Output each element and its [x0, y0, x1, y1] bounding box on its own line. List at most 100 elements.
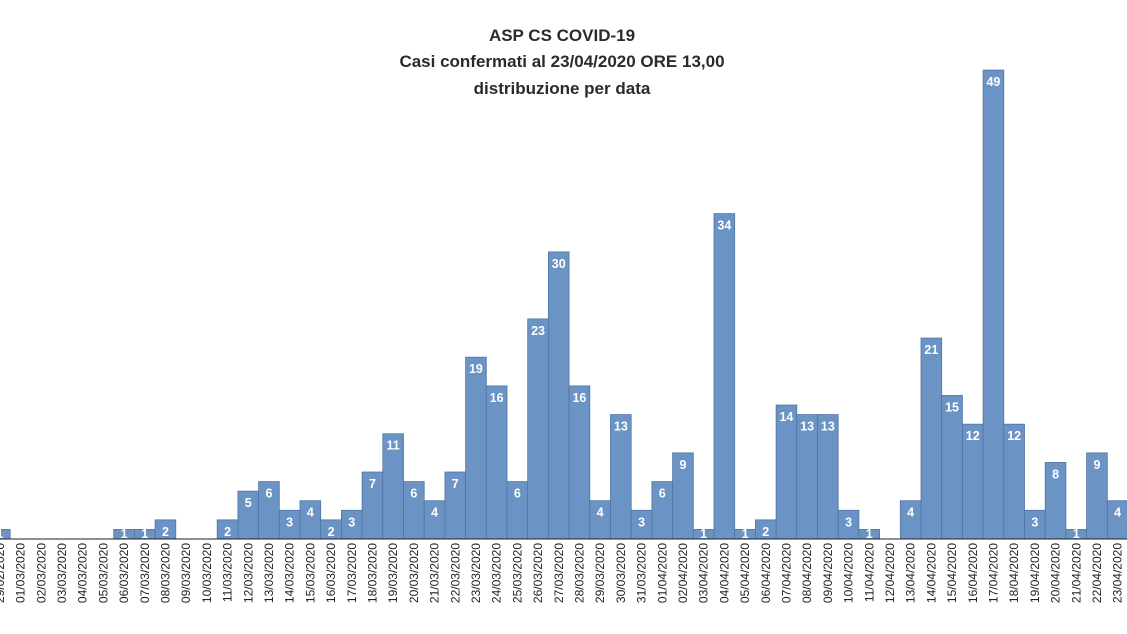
x-tick-label-11/04/2020: 11/04/2020 — [862, 543, 876, 602]
bar-24/03/2020 — [485, 385, 508, 540]
data-label-05/04/2020: 1 — [742, 527, 749, 541]
data-label-03/04/2020: 1 — [700, 527, 707, 541]
x-tick-label-01/03/2020: 01/03/2020 — [14, 543, 28, 603]
bar-17/04/2020 — [982, 69, 1005, 540]
data-label-01/04/2020: 6 — [659, 487, 666, 501]
x-tick-label-13/04/2020: 13/04/2020 — [904, 543, 918, 603]
bar-04/04/2020 — [713, 213, 736, 540]
x-tick-label-30/03/2020: 30/03/2020 — [614, 543, 628, 603]
data-label-29/02/2020: 1 — [0, 527, 3, 541]
data-label-27/03/2020: 30 — [552, 257, 566, 271]
x-tick-label-14/03/2020: 14/03/2020 — [283, 543, 297, 603]
x-tick-label-05/04/2020: 05/04/2020 — [738, 543, 752, 603]
x-tick-label-14/04/2020: 14/04/2020 — [924, 543, 938, 603]
x-tick-label-15/04/2020: 15/04/2020 — [945, 543, 959, 603]
data-label-18/03/2020: 7 — [369, 477, 376, 491]
data-label-24/03/2020: 16 — [490, 391, 504, 405]
data-label-22/03/2020: 7 — [452, 477, 459, 491]
x-tick-label-22/03/2020: 22/03/2020 — [448, 543, 462, 603]
data-label-11/03/2020: 2 — [224, 525, 231, 539]
x-tick-label-08/03/2020: 08/03/2020 — [158, 543, 172, 603]
x-tick-label-24/03/2020: 24/03/2020 — [490, 543, 504, 603]
data-label-08/03/2020: 2 — [162, 525, 169, 539]
x-tick-label-12/03/2020: 12/03/2020 — [241, 543, 255, 603]
data-label-20/04/2020: 8 — [1052, 467, 1059, 481]
data-label-23/03/2020: 19 — [469, 362, 483, 376]
data-label-06/03/2020: 1 — [121, 527, 128, 541]
data-label-31/03/2020: 3 — [638, 515, 645, 529]
x-tick-label-17/04/2020: 17/04/2020 — [986, 543, 1000, 603]
x-tick-label-29/03/2020: 29/03/2020 — [593, 543, 607, 603]
data-label-02/04/2020: 9 — [679, 458, 686, 472]
data-label-17/03/2020: 3 — [348, 515, 355, 529]
data-label-19/04/2020: 3 — [1031, 515, 1038, 529]
data-label-10/04/2020: 3 — [845, 515, 852, 529]
x-tick-label-02/03/2020: 02/03/2020 — [34, 543, 48, 603]
data-label-21/04/2020: 1 — [1073, 527, 1080, 541]
bar-15/04/2020 — [941, 395, 963, 540]
data-label-07/04/2020: 14 — [779, 410, 793, 424]
data-label-22/04/2020: 9 — [1093, 458, 1100, 472]
x-tick-labels-group: 29/02/2020 01/03/2020 02/03/2020 03/03/2020… — [0, 543, 1125, 603]
data-label-18/04/2020: 12 — [1007, 429, 1021, 443]
data-label-15/04/2020: 15 — [945, 400, 959, 414]
data-label-08/04/2020: 13 — [800, 420, 814, 434]
x-tick-label-05/03/2020: 05/03/2020 — [96, 543, 110, 603]
data-label-12/03/2020: 5 — [245, 496, 252, 510]
x-tick-label-28/03/2020: 28/03/2020 — [572, 543, 586, 603]
data-label-06/04/2020: 2 — [762, 525, 769, 539]
x-tick-label-03/04/2020: 03/04/2020 — [697, 543, 711, 603]
data-label-15/03/2020: 4 — [307, 506, 314, 520]
data-label-16/03/2020: 2 — [328, 525, 335, 539]
data-label-21/03/2020: 4 — [431, 506, 438, 520]
bars-group — [0, 69, 1127, 540]
chart-title-line-1: ASP CS COVID-19 — [489, 26, 635, 45]
data-label-17/04/2020: 49 — [986, 75, 1000, 89]
x-tick-label-22/04/2020: 22/04/2020 — [1090, 543, 1104, 603]
bar-14/04/2020 — [920, 337, 943, 540]
data-label-16/04/2020: 12 — [966, 429, 980, 443]
data-label-30/03/2020: 13 — [614, 420, 628, 434]
x-tick-label-06/03/2020: 06/03/2020 — [117, 543, 131, 603]
data-labels-group: 1112256342371164719166233016413369134121… — [0, 75, 1121, 541]
bar-07/04/2020 — [775, 404, 798, 540]
data-label-14/03/2020: 3 — [286, 515, 293, 529]
x-tick-label-09/04/2020: 09/04/2020 — [821, 543, 835, 603]
x-tick-label-06/04/2020: 06/04/2020 — [759, 543, 773, 603]
x-tick-label-15/03/2020: 15/03/2020 — [303, 543, 317, 603]
x-tick-label-04/03/2020: 04/03/2020 — [76, 543, 90, 603]
x-tick-label-19/04/2020: 19/04/2020 — [1028, 543, 1042, 603]
x-tick-label-09/03/2020: 09/03/2020 — [179, 543, 193, 603]
data-label-09/04/2020: 13 — [821, 420, 835, 434]
x-tick-label-31/03/2020: 31/03/2020 — [635, 543, 649, 603]
x-tick-label-23/04/2020: 23/04/2020 — [1111, 543, 1125, 603]
bar-27/03/2020 — [548, 251, 570, 540]
x-tick-label-07/03/2020: 07/03/2020 — [138, 543, 152, 603]
data-label-13/04/2020: 4 — [907, 506, 914, 520]
x-tick-label-21/03/2020: 21/03/2020 — [428, 543, 442, 603]
data-label-20/03/2020: 6 — [410, 487, 417, 501]
chart-title-line-2: Casi confermati al 23/04/2020 ORE 13,00 — [399, 52, 724, 71]
chart-title-line-3: distribuzione per data — [474, 79, 651, 98]
x-tick-label-16/03/2020: 16/03/2020 — [324, 543, 338, 603]
bar-23/03/2020 — [465, 356, 487, 540]
x-tick-label-27/03/2020: 27/03/2020 — [552, 543, 566, 603]
data-label-11/04/2020: 1 — [866, 527, 873, 541]
x-tick-label-13/03/2020: 13/03/2020 — [262, 543, 276, 603]
data-label-07/03/2020: 1 — [141, 527, 148, 541]
data-label-14/04/2020: 21 — [924, 343, 938, 357]
x-tick-label-07/04/2020: 07/04/2020 — [779, 543, 793, 603]
x-tick-label-11/03/2020: 11/03/2020 — [221, 543, 235, 602]
data-label-28/03/2020: 16 — [572, 391, 586, 405]
x-tick-label-21/04/2020: 21/04/2020 — [1069, 543, 1083, 603]
x-tick-label-19/03/2020: 19/03/2020 — [386, 543, 400, 603]
x-tick-label-01/04/2020: 01/04/2020 — [655, 543, 669, 603]
data-label-29/03/2020: 4 — [597, 506, 604, 520]
data-label-23/04/2020: 4 — [1114, 506, 1121, 520]
chart-title: ASP CS COVID-19 Casi confermati al 23/04… — [399, 26, 724, 98]
data-label-26/03/2020: 23 — [531, 324, 545, 338]
bar-28/03/2020 — [568, 385, 591, 540]
x-tick-label-23/03/2020: 23/03/2020 — [469, 543, 483, 603]
data-label-04/04/2020: 34 — [717, 219, 731, 233]
